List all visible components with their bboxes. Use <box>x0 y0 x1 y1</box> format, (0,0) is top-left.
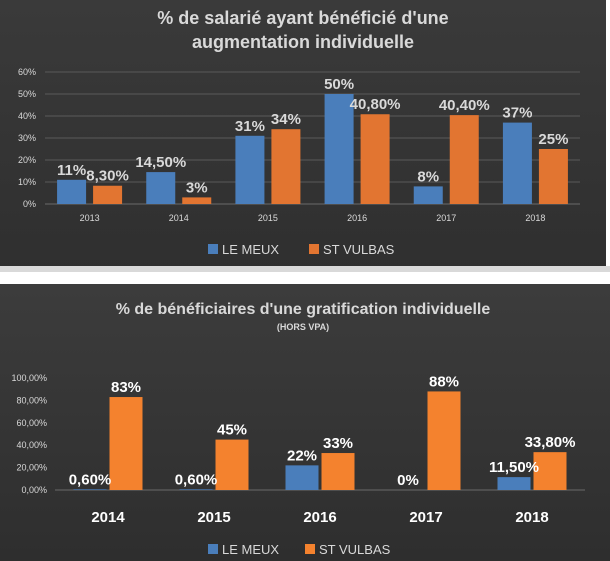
c2-data-label: 33,80% <box>525 434 576 451</box>
c2-bar-st-vulbas-2016 <box>321 453 355 490</box>
c1-bar-st-vulbas-2017 <box>449 115 479 204</box>
c1-bar-le-meux-2013 <box>57 179 87 204</box>
c1-x-category: 2018 <box>525 213 545 223</box>
c1-ytick-label: 0% <box>23 199 36 209</box>
chart1-legend-le-meux: LE MEUX <box>222 242 279 257</box>
c2-bar-st-vulbas-2015 <box>215 439 249 490</box>
c1-data-label: 25% <box>538 131 568 148</box>
c2-ytick-label: 60,00% <box>16 418 47 428</box>
c1-ytick-label: 30% <box>18 133 36 143</box>
c2-data-label: 0,60% <box>69 471 112 488</box>
c2-bar-st-vulbas-2017 <box>427 391 461 490</box>
c1-x-category: 2015 <box>258 213 278 223</box>
c1-bar-le-meux-2017 <box>413 186 443 204</box>
c2-data-label: 22% <box>287 447 317 464</box>
c1-ytick-label: 50% <box>18 89 36 99</box>
c2-data-label: 33% <box>323 435 353 452</box>
c1-data-label: 50% <box>324 76 354 93</box>
c1-data-label: 40,40% <box>439 97 490 114</box>
c1-data-label: 31% <box>235 118 265 135</box>
c2-bar-le-meux-2018 <box>497 477 531 490</box>
c2-data-label: 83% <box>111 379 141 396</box>
c2-bar-le-meux-2014 <box>73 489 107 490</box>
c2-x-category: 2018 <box>515 509 548 526</box>
c1-data-label: 37% <box>502 105 532 122</box>
chart2-legend-st-vulbas: ST VULBAS <box>319 542 391 557</box>
chart1-title-line1: % de salarié ayant bénéficié d'une <box>157 8 448 28</box>
c1-bar-st-vulbas-2014 <box>182 197 212 204</box>
c2-ytick-label: 20,00% <box>16 463 47 473</box>
chart2-legend-swatch-le-meux <box>208 544 218 554</box>
chart2-title: % de bénéficiaires d'une gratification i… <box>116 301 491 318</box>
c1-x-category: 2017 <box>436 213 456 223</box>
c2-ytick-label: 100,00% <box>11 373 47 383</box>
c1-ytick-label: 20% <box>18 155 36 165</box>
c1-x-category: 2013 <box>80 213 100 223</box>
chart-gratification-panel <box>0 284 610 561</box>
c2-x-category: 2014 <box>91 509 125 526</box>
c1-data-label: 14,50% <box>135 154 186 171</box>
c2-data-label: 45% <box>217 422 247 439</box>
c2-bar-le-meux-2016 <box>285 465 319 490</box>
c1-data-label: 40,80% <box>350 96 401 113</box>
chart2-legend: LE MEUX ST VULBAS <box>208 542 391 557</box>
c2-ytick-label: 40,00% <box>16 440 47 450</box>
c1-bar-st-vulbas-2015 <box>271 129 301 204</box>
c2-ytick-label: 0,00% <box>21 485 47 495</box>
panel-divider <box>0 266 610 272</box>
c1-data-label: 3% <box>186 179 208 196</box>
chart1-legend: LE MEUX ST VULBAS <box>208 242 395 257</box>
chart2-subtitle: (HORS VPA) <box>277 322 329 332</box>
c2-ytick-label: 80,00% <box>16 395 47 405</box>
c2-bar-st-vulbas-2014 <box>109 397 143 490</box>
c1-bar-le-meux-2015 <box>235 135 265 204</box>
c2-data-label: 88% <box>429 373 459 390</box>
c1-ytick-label: 60% <box>18 67 36 77</box>
chart2-legend-swatch-st-vulbas <box>305 544 315 554</box>
c1-x-category: 2014 <box>169 213 189 223</box>
c1-bar-st-vulbas-2016 <box>360 114 390 204</box>
c2-bar-le-meux-2015 <box>179 489 213 490</box>
chart1-legend-swatch-st-vulbas <box>309 244 319 254</box>
c1-bar-le-meux-2016 <box>324 94 354 204</box>
c1-data-label: 8,30% <box>86 168 129 185</box>
c1-ytick-label: 10% <box>18 177 36 187</box>
c1-data-label: 11% <box>57 162 86 179</box>
c2-x-category: 2016 <box>303 509 336 526</box>
c2-bar-st-vulbas-2018 <box>533 452 567 490</box>
chart1-legend-st-vulbas: ST VULBAS <box>323 242 395 257</box>
chart1-title-line2: augmentation individuelle <box>192 32 414 52</box>
c2-data-label: 0% <box>397 472 419 489</box>
chart1-legend-swatch-le-meux <box>208 244 218 254</box>
c1-data-label: 34% <box>271 111 301 128</box>
c1-bar-st-vulbas-2018 <box>538 149 568 204</box>
c2-x-category: 2017 <box>409 509 442 526</box>
c1-ytick-label: 40% <box>18 111 36 121</box>
c2-x-category: 2015 <box>197 509 230 526</box>
chart2-legend-le-meux: LE MEUX <box>222 542 279 557</box>
c1-bar-le-meux-2014 <box>146 172 176 204</box>
c1-bar-le-meux-2018 <box>502 122 532 204</box>
c1-data-label: 8% <box>417 168 439 185</box>
c1-bar-st-vulbas-2013 <box>93 185 123 204</box>
c2-data-label: 0,60% <box>175 471 218 488</box>
c1-x-category: 2016 <box>347 213 367 223</box>
c2-data-label: 11,50% <box>489 459 539 476</box>
